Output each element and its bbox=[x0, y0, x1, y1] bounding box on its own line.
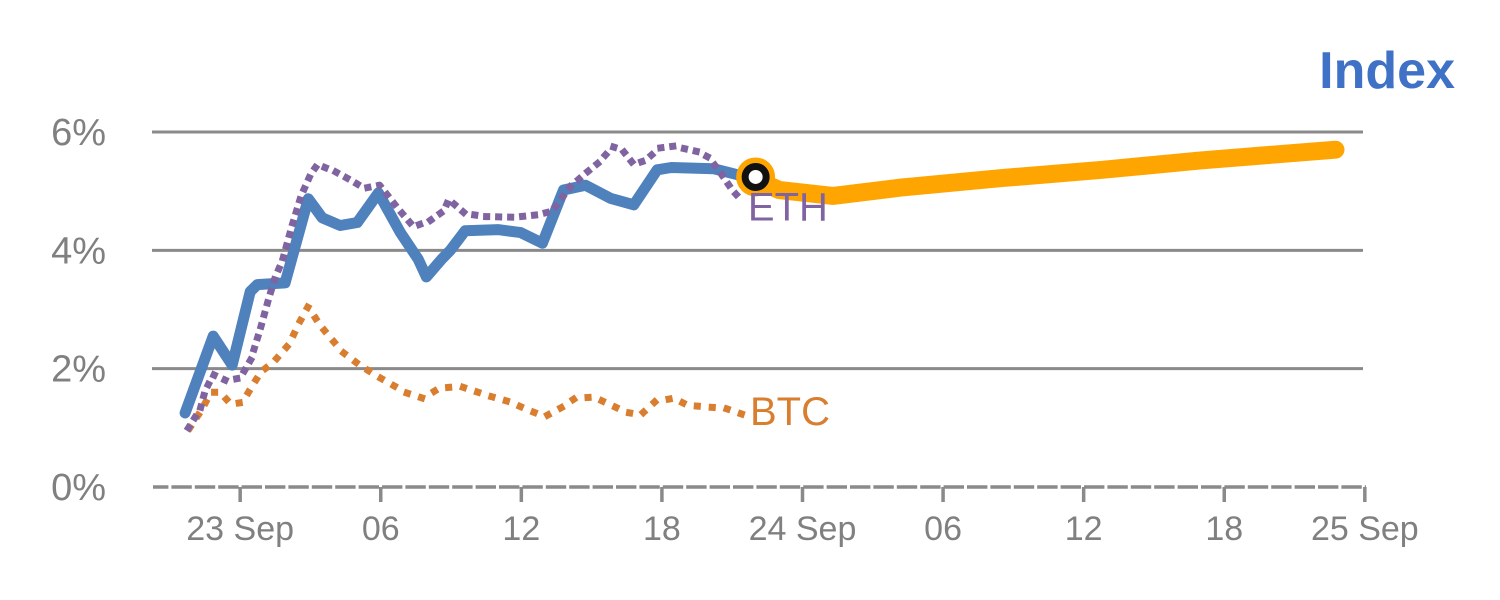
y-tick-label: 6% bbox=[51, 112, 106, 154]
x-tick-label: 12 bbox=[1065, 510, 1103, 548]
y-tick-label: 0% bbox=[51, 467, 106, 509]
y-tick-label: 4% bbox=[51, 230, 106, 272]
x-tick-label: 06 bbox=[362, 510, 400, 548]
x-tick-label: 18 bbox=[1205, 510, 1243, 548]
btc-line bbox=[184, 303, 749, 433]
chart-title: Index bbox=[1319, 42, 1455, 100]
y-tick-labels: 0% 2% 4% 6% bbox=[51, 112, 106, 509]
x-tick-label: 12 bbox=[502, 510, 540, 548]
marker-layer bbox=[736, 157, 776, 197]
x-tick-labels: 23 Sep 06 12 18 24 Sep 06 12 18 25 Sep bbox=[186, 510, 1418, 548]
series-labels: BTC ETH bbox=[748, 186, 830, 434]
x-tick-label: 25 Sep bbox=[1311, 510, 1419, 548]
series-layer bbox=[179, 140, 1345, 433]
x-tick-label: 24 Sep bbox=[749, 510, 857, 548]
index-forecast-line bbox=[746, 140, 1345, 205]
x-tick-label: 06 bbox=[924, 510, 962, 548]
x-tick-label: 18 bbox=[643, 510, 681, 548]
eth-label: ETH bbox=[748, 186, 828, 230]
current-point-marker-ring bbox=[741, 162, 770, 191]
btc-label: BTC bbox=[750, 390, 830, 434]
y-tick-label: 2% bbox=[51, 349, 106, 391]
eth-line bbox=[183, 142, 749, 433]
x-axis-layer bbox=[153, 485, 1367, 502]
gridlines-layer bbox=[152, 130, 1363, 371]
x-tick-label: 23 Sep bbox=[186, 510, 294, 548]
